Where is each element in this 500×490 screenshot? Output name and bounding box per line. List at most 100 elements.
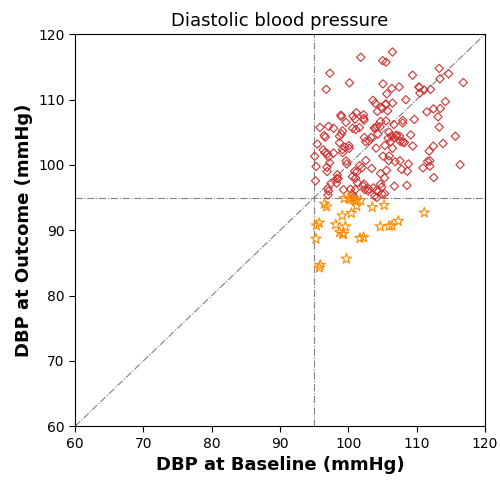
Point	[350, 193, 358, 201]
Point	[385, 152, 393, 160]
Point	[349, 196, 357, 203]
Point	[356, 234, 364, 242]
Point	[383, 90, 391, 98]
Point	[334, 171, 342, 179]
Point	[380, 142, 388, 149]
Point	[345, 145, 353, 152]
Point	[322, 85, 330, 93]
Point	[416, 83, 424, 91]
Point	[373, 194, 381, 201]
Point	[382, 117, 390, 125]
Point	[345, 194, 353, 202]
Point	[430, 105, 438, 113]
Point	[338, 148, 346, 156]
Point	[368, 165, 376, 172]
Point	[386, 138, 394, 146]
Point	[396, 138, 404, 146]
Point	[323, 168, 331, 175]
Point	[388, 99, 396, 107]
Point	[319, 146, 327, 154]
Point	[332, 220, 340, 228]
Point	[396, 132, 404, 140]
Point	[352, 125, 360, 133]
Point	[310, 152, 318, 160]
Point	[388, 145, 396, 152]
Point	[392, 131, 400, 139]
Point	[353, 168, 361, 175]
Point	[404, 160, 412, 168]
Point	[424, 158, 432, 166]
Point	[364, 187, 372, 195]
Point	[403, 181, 411, 189]
Point	[352, 186, 360, 194]
Point	[356, 123, 364, 131]
Point	[332, 179, 340, 187]
Point	[378, 104, 386, 112]
Point	[321, 149, 329, 157]
Point	[360, 233, 368, 241]
Point	[399, 117, 407, 124]
Point	[382, 58, 390, 66]
Point	[436, 104, 444, 112]
Point	[321, 133, 329, 141]
Point	[326, 69, 334, 77]
Point	[398, 166, 406, 173]
Point	[350, 168, 358, 175]
Point	[380, 174, 388, 182]
Point	[370, 192, 378, 200]
Point	[456, 161, 464, 169]
Point	[420, 209, 428, 217]
Point	[343, 160, 351, 168]
Point	[400, 139, 408, 147]
Point	[408, 71, 416, 79]
Point	[430, 173, 438, 181]
Point	[352, 202, 360, 210]
Point	[362, 138, 370, 146]
Point	[323, 163, 331, 171]
Point	[392, 132, 400, 140]
Point	[436, 75, 444, 83]
Point	[372, 99, 380, 107]
Point	[324, 153, 332, 161]
Point	[336, 132, 344, 140]
Point	[348, 173, 356, 181]
Point	[435, 123, 443, 131]
Point	[362, 157, 370, 165]
Point	[391, 158, 399, 166]
Point	[378, 57, 386, 65]
Point	[372, 186, 380, 194]
Point	[370, 124, 378, 132]
Point	[342, 157, 350, 165]
Point	[330, 149, 338, 157]
Point	[360, 115, 368, 122]
Point	[416, 89, 424, 97]
Point	[388, 84, 396, 92]
Point	[351, 115, 359, 123]
Point	[376, 222, 384, 230]
Point	[379, 152, 387, 160]
Point	[395, 83, 403, 91]
Point	[336, 228, 344, 236]
Point	[333, 174, 341, 182]
Point	[374, 130, 382, 138]
Point	[384, 134, 392, 142]
Point	[430, 142, 438, 150]
Point	[385, 128, 393, 136]
Point	[369, 97, 377, 104]
Point	[336, 139, 344, 147]
Point	[434, 113, 442, 121]
Point	[410, 116, 418, 123]
Point	[439, 140, 447, 147]
Point	[415, 83, 423, 91]
Point	[337, 113, 345, 121]
Point	[358, 164, 366, 171]
Point	[346, 79, 354, 87]
Point	[314, 140, 322, 148]
Point	[388, 48, 396, 56]
Point	[426, 157, 434, 165]
Point	[382, 167, 390, 174]
Point	[398, 119, 406, 127]
Point	[349, 112, 357, 120]
Point	[342, 119, 350, 126]
Point	[374, 107, 382, 115]
